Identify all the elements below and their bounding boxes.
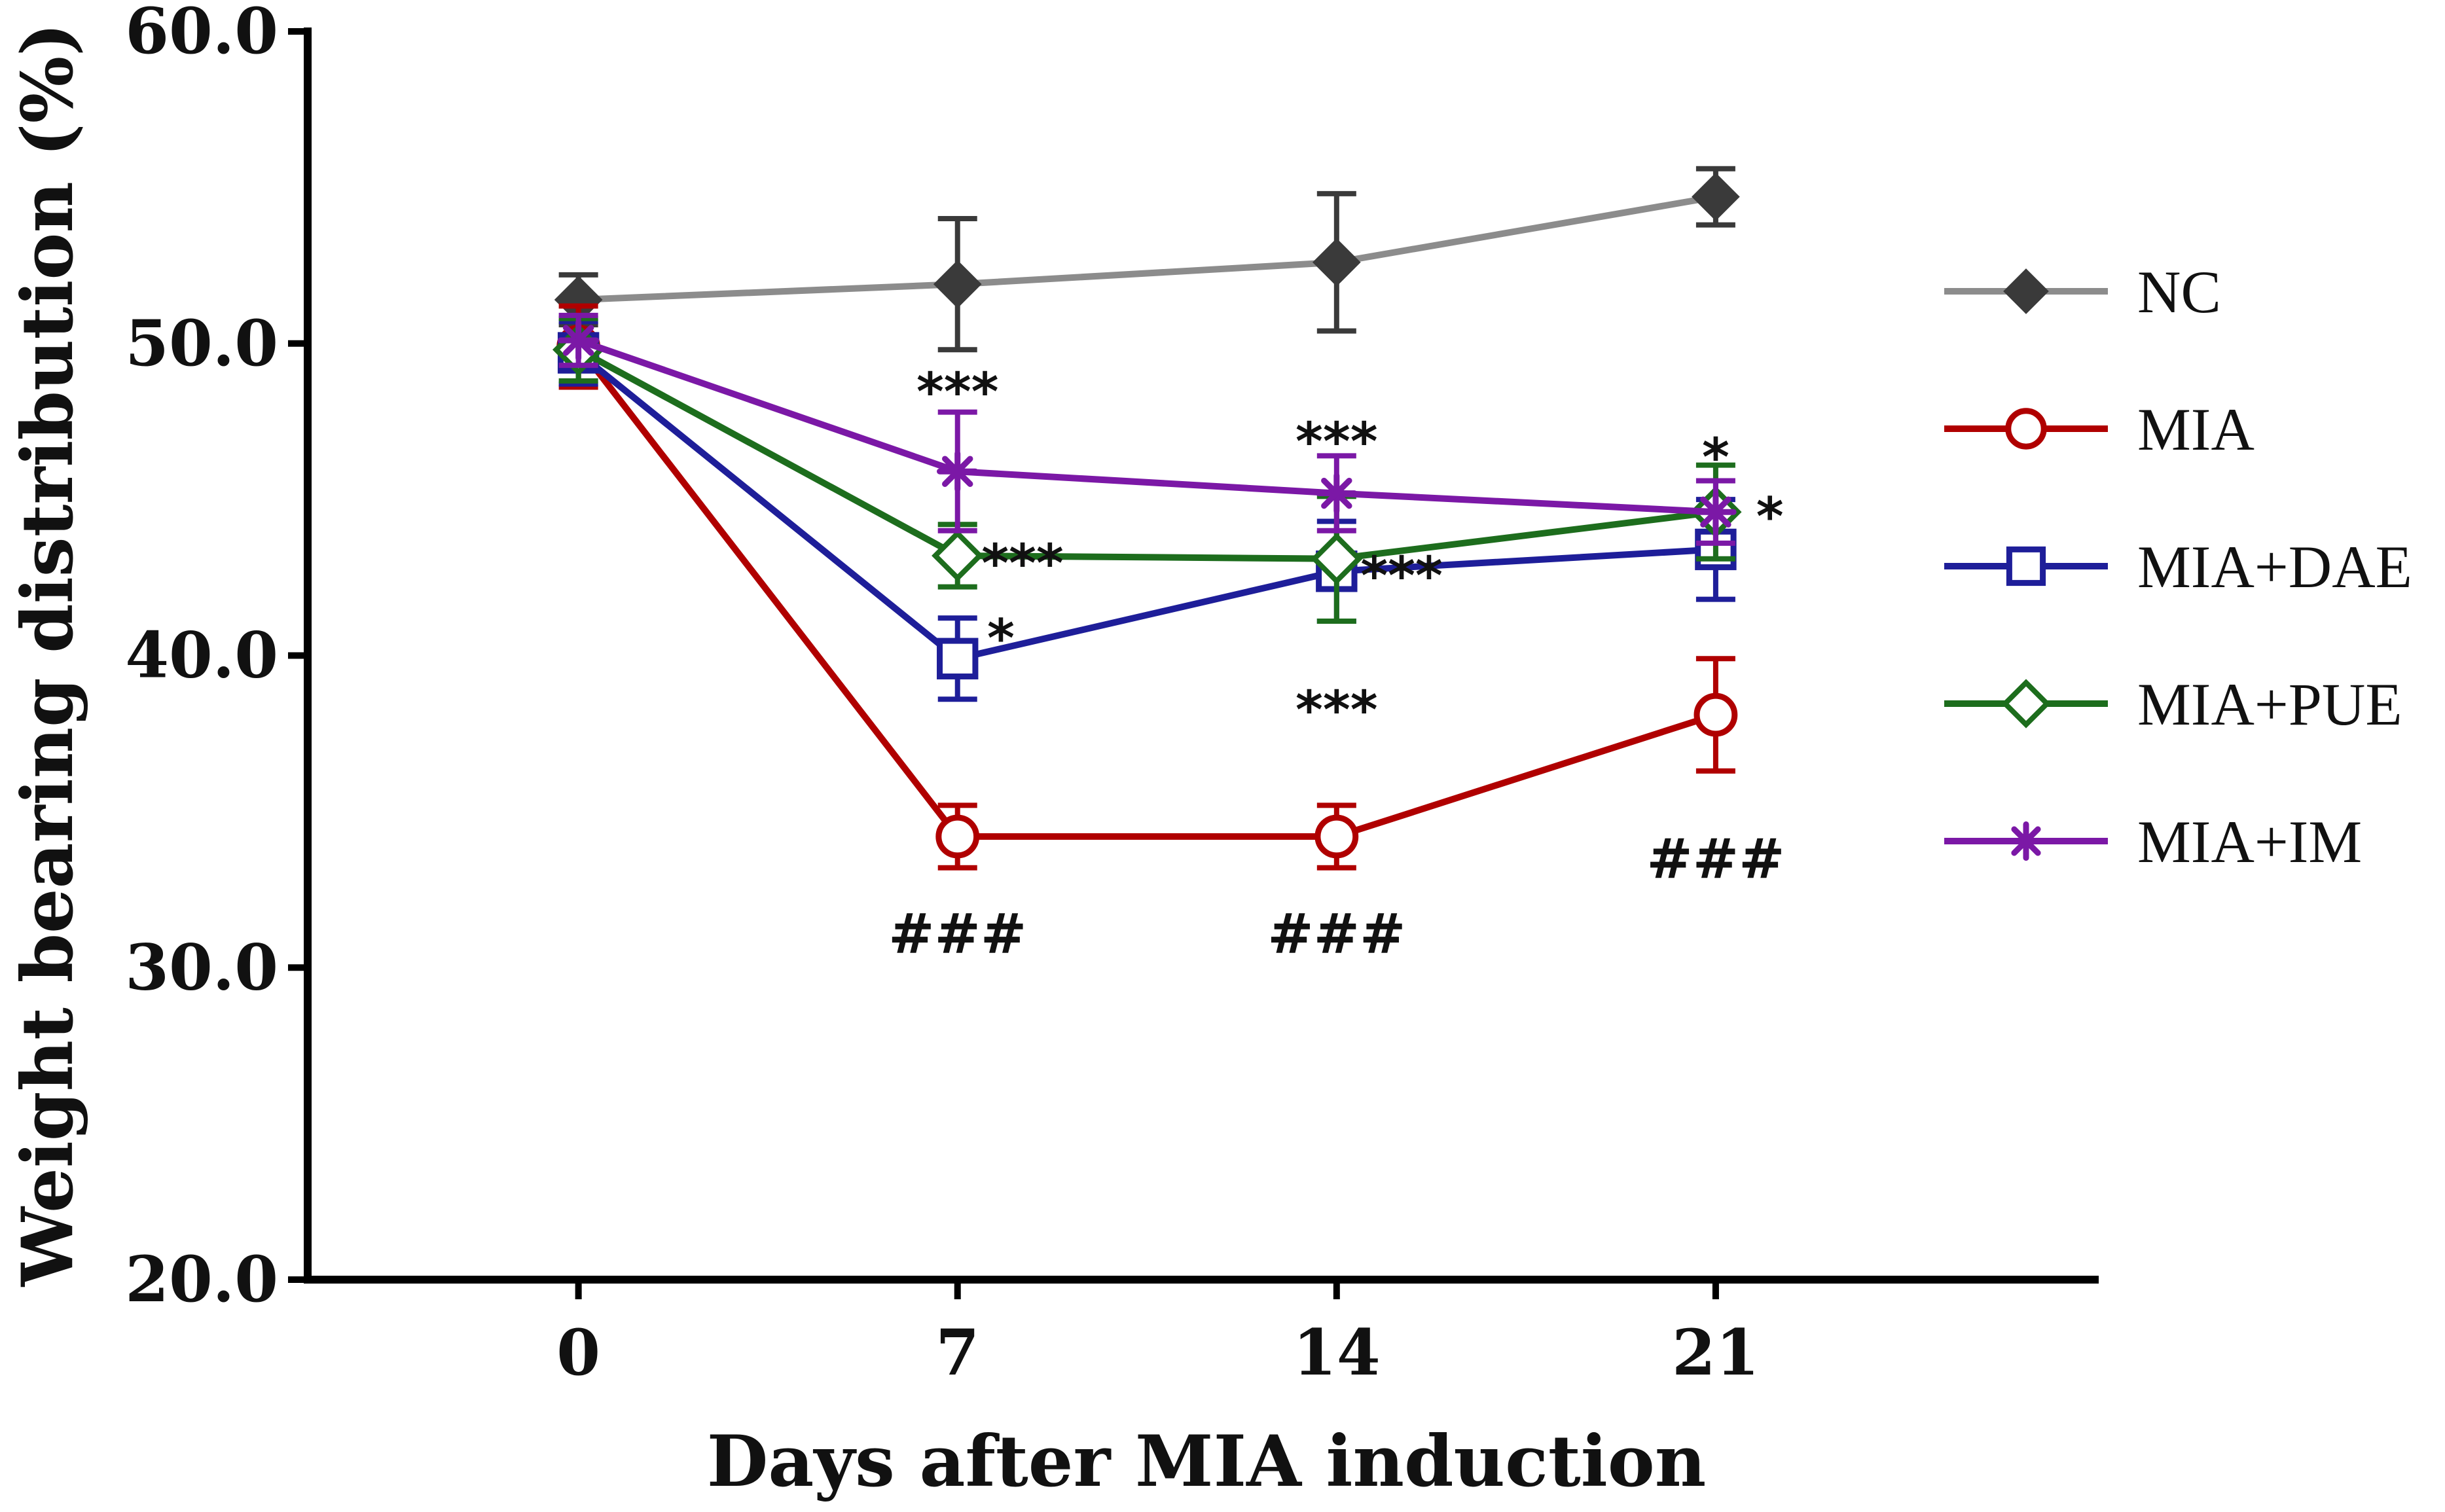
x-tick-label: 0 [556,1316,600,1390]
x-axis-title: Days after MIA induction [707,1420,1707,1503]
asterisk-stroke [2011,826,2041,856]
data-point [1695,491,1737,533]
data-point [1693,693,1738,737]
significance-label: * [1756,486,1784,547]
data-point [1312,238,1361,287]
legend-label: MIA [2137,396,2255,463]
legend-label: MIA+IM [2137,808,2362,875]
y-tick-label: 60.0 [125,0,278,68]
significance-label: * [987,608,1015,669]
significance-label: *** [916,361,999,422]
legend: NC MIA MIA+DAE MIA+PUE MIA+IM [1944,259,2412,875]
y-tick-label: 30.0 [125,930,278,1004]
series-mia [556,303,1738,871]
series-mia-pue [552,315,1742,624]
asterisk-stroke [1321,477,1352,509]
significance-label: ### [1646,826,1784,891]
data-point [2003,268,2049,314]
data-point [932,530,984,582]
significance-label: ### [888,901,1026,966]
series-line [577,346,1716,562]
x-tick-label: 7 [935,1316,979,1390]
significance-label: * [1702,427,1730,488]
series-line [577,337,1716,516]
series-line [578,193,1716,304]
data-point [937,638,979,679]
y-tick-label: 50.0 [125,306,278,380]
series-mia-im [557,312,1737,546]
asterisk-stroke [1700,496,1731,528]
y-axis-ticks: 20.0 30.0 40.0 50.0 60.0 [125,0,308,1316]
annotations: *******###*********###**### [888,361,1784,966]
legend-item-mia-dae: MIA+DAE [1944,533,2412,600]
y-tick-label: 40.0 [125,619,278,693]
series-layer [552,166,1742,871]
series-line [576,350,1716,662]
legend-item-mia-im: MIA+IM [1944,808,2362,875]
significance-label: ### [1267,901,1405,966]
series-nc [554,166,1740,353]
data-point [2006,546,2046,586]
significance-label: *** [1295,680,1378,741]
data-point [1316,472,1358,514]
data-point [2001,679,2051,729]
data-point [1314,814,1359,859]
data-point [2005,408,2047,450]
legend-item-mia: MIA [1944,396,2255,463]
data-point [1311,533,1363,585]
asterisk-stroke [941,456,973,487]
x-axis-ticks: 0 7 14 21 [556,1280,1760,1390]
y-axis-title: Weight bearing distribution (%) [7,23,89,1287]
data-point [557,319,600,361]
significance-label: *** [1295,412,1378,473]
data-point [933,260,982,308]
data-point [1692,172,1740,221]
axes: 20.0 30.0 40.0 50.0 60.0 0 7 14 21 [125,0,2099,1390]
significance-label: *** [981,533,1064,594]
legend-label: MIA+DAE [2137,533,2412,600]
series-mia-dae [557,319,1737,702]
asterisk-stroke [562,325,594,356]
series-line [575,344,1717,840]
x-tick-label: 14 [1293,1316,1381,1390]
legend-label: MIA+PUE [2137,671,2402,738]
data-point [937,450,979,492]
legend-label: NC [2137,259,2221,325]
legend-item-nc: NC [1944,259,2221,325]
y-tick-label: 20.0 [125,1242,278,1316]
data-point [2006,821,2046,861]
legend-item-mia-pue: MIA+PUE [1944,671,2402,738]
x-tick-label: 21 [1672,1316,1760,1390]
significance-label: *** [1360,546,1443,607]
data-point [935,814,980,859]
